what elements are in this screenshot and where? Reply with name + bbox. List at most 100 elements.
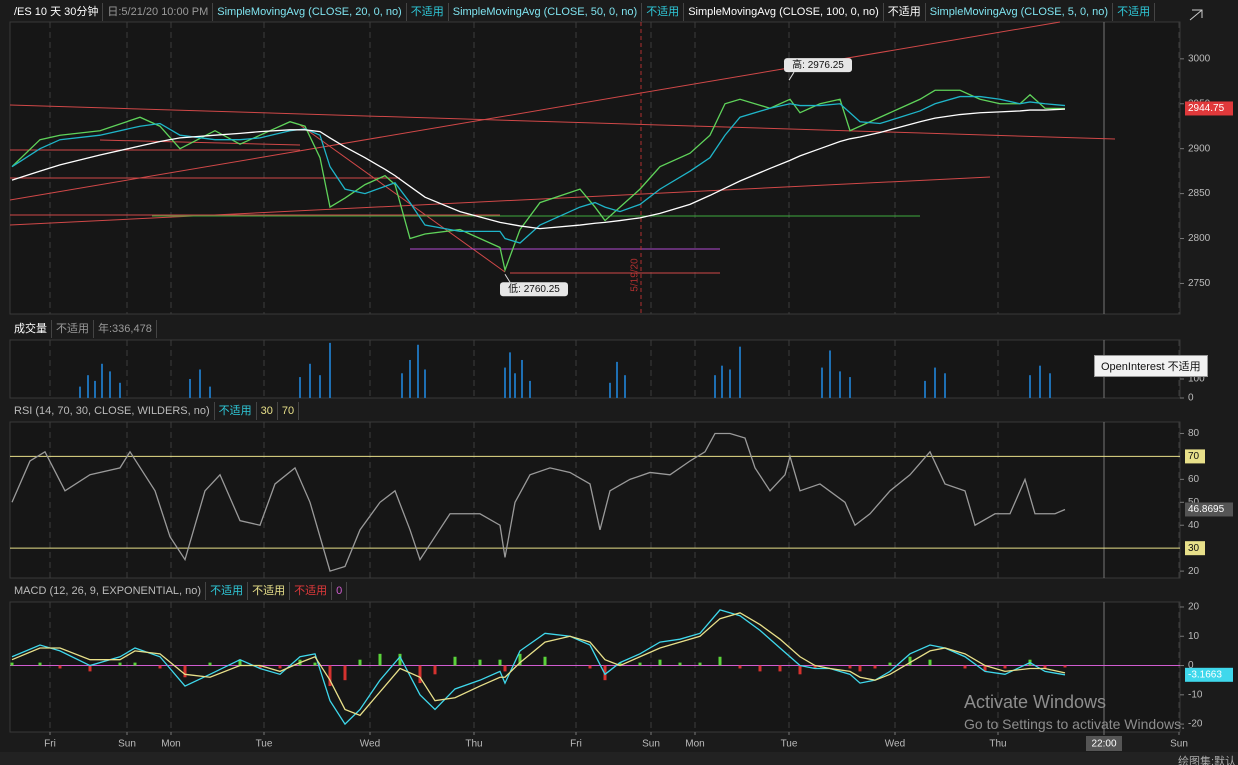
histogram-bar — [118, 662, 122, 666]
volume-bar — [609, 382, 611, 398]
volume-bar — [299, 377, 301, 398]
histogram-bar — [873, 665, 877, 669]
histogram-bar — [698, 662, 702, 666]
panel-header: RSI (14, 70, 30, CLOSE, WILDERS, no) 不适用 3… — [10, 402, 300, 420]
watermark-title: Activate Windows — [964, 692, 1107, 712]
volume-bar — [944, 373, 946, 398]
y-tick-label: 2750 — [1188, 278, 1211, 289]
histogram-bar — [678, 662, 682, 666]
volume-bar — [119, 382, 121, 398]
histogram-bar — [638, 662, 642, 666]
histogram-bar — [478, 659, 482, 666]
histogram-bar — [658, 659, 662, 666]
histogram-bar — [433, 665, 437, 675]
last-value-tag — [1185, 667, 1233, 682]
y-tick-label: -20 — [1188, 719, 1203, 730]
volume-bar — [924, 380, 926, 398]
series-line — [11, 95, 1066, 244]
x-tick-label: Mon — [161, 739, 180, 750]
level-tag — [1185, 449, 1205, 464]
panel-header: MACD (12, 26, 9, EXPONENTIAL, no) 不适用 不适用不… — [10, 582, 348, 600]
histogram-bar — [133, 662, 137, 666]
histogram-bar — [813, 665, 817, 669]
y-tick-label: -10 — [1188, 689, 1203, 700]
volume-bar — [79, 386, 81, 398]
panel-header: 成交量 不适用 年:336,478 — [10, 320, 157, 338]
volume-bar — [616, 361, 618, 398]
date-marker-label: 5/19/20 — [630, 258, 641, 292]
annotation-label: 高: 2976.25 — [792, 58, 844, 71]
volume-bar — [821, 367, 823, 398]
x-tick-label: Tue — [256, 739, 273, 750]
last-value-label: -3.1663 — [1188, 669, 1222, 680]
histogram-bar — [358, 659, 362, 666]
volume-bar — [329, 342, 331, 398]
histogram-bar — [238, 659, 242, 666]
header-level: 70 — [278, 402, 300, 420]
level-tag-label: 30 — [1188, 543, 1200, 554]
histogram-bar — [1003, 665, 1007, 669]
header-item: 不适用 — [642, 3, 685, 21]
volume-bar — [829, 350, 831, 398]
histogram-bar — [518, 653, 522, 666]
y-tick-label: 2800 — [1188, 233, 1211, 244]
header-item: SimpleMovingAvg (CLOSE, 5, 0, no) — [926, 3, 1114, 21]
last-value-label: 2944.75 — [1188, 103, 1225, 114]
y-tick-label: 3000 — [1188, 53, 1211, 64]
volume-bar — [409, 359, 411, 398]
header-item: 不适用 — [215, 402, 257, 420]
histogram-bar — [418, 665, 422, 684]
x-tick-label: Fri — [570, 739, 582, 750]
header-item: SimpleMovingAvg (CLOSE, 50, 0, no) — [449, 3, 643, 21]
header-item: 0 — [332, 582, 348, 600]
volume-bar — [714, 375, 716, 398]
cursor-time-box — [1086, 736, 1122, 751]
header-item: SimpleMovingAvg (CLOSE, 20, 0, no) — [213, 3, 407, 21]
x-tick-label: Tue — [781, 739, 798, 750]
header-item: RSI (14, 70, 30, CLOSE, WILDERS, no) — [10, 402, 215, 420]
histogram-bar — [848, 665, 852, 669]
volume-bar — [209, 386, 211, 398]
histogram-bar — [88, 665, 92, 672]
x-tick-label: Thu — [989, 739, 1006, 750]
header-item: SimpleMovingAvg (CLOSE, 100, 0, no) — [684, 3, 884, 21]
header-item: 成交量 — [10, 320, 52, 338]
drawing-set[interactable]: 绘图集:默认 — [1178, 756, 1237, 765]
annotation-box — [784, 58, 852, 73]
expand-icon[interactable] — [1189, 9, 1203, 21]
volume-bar — [189, 378, 191, 398]
tooltip: OpenInterest 不适用 — [1094, 355, 1208, 377]
volume-bar — [319, 375, 321, 398]
histogram-bar — [543, 656, 547, 666]
histogram-bar — [328, 665, 332, 687]
series-line — [11, 612, 1066, 717]
histogram-bar — [1063, 665, 1067, 668]
histogram-bar — [258, 665, 262, 669]
y-tick-label: 0 — [1188, 393, 1194, 404]
histogram-bar — [183, 665, 187, 678]
volume-bar — [109, 371, 111, 398]
y-tick-label: 10 — [1188, 631, 1200, 642]
header-item: 不适用 — [407, 3, 449, 21]
annotation-label: 低: 2760.25 — [508, 282, 560, 295]
header-item: 不适用 — [206, 582, 249, 600]
header-item: 不适用 — [1113, 3, 1156, 21]
panel — [9, 421, 1181, 579]
watermark-text: Go to Settings to activate Windows. — [964, 716, 1185, 732]
histogram-bar — [928, 659, 932, 666]
panel — [9, 339, 1181, 399]
y-tick-label: 2850 — [1188, 188, 1211, 199]
histogram-bar — [58, 665, 62, 669]
level-tag-label: 70 — [1188, 451, 1200, 462]
histogram-bar — [738, 665, 742, 669]
volume-bar — [417, 344, 419, 398]
trend-line — [299, 124, 506, 273]
last-value-label: 46.8695 — [1188, 504, 1225, 515]
status-bar — [0, 752, 1238, 765]
y-tick-label: 20 — [1188, 602, 1200, 613]
y-tick-label: 20 — [1188, 566, 1200, 577]
volume-bar — [199, 369, 201, 398]
histogram-bar — [503, 665, 507, 672]
histogram-bar — [278, 665, 282, 669]
